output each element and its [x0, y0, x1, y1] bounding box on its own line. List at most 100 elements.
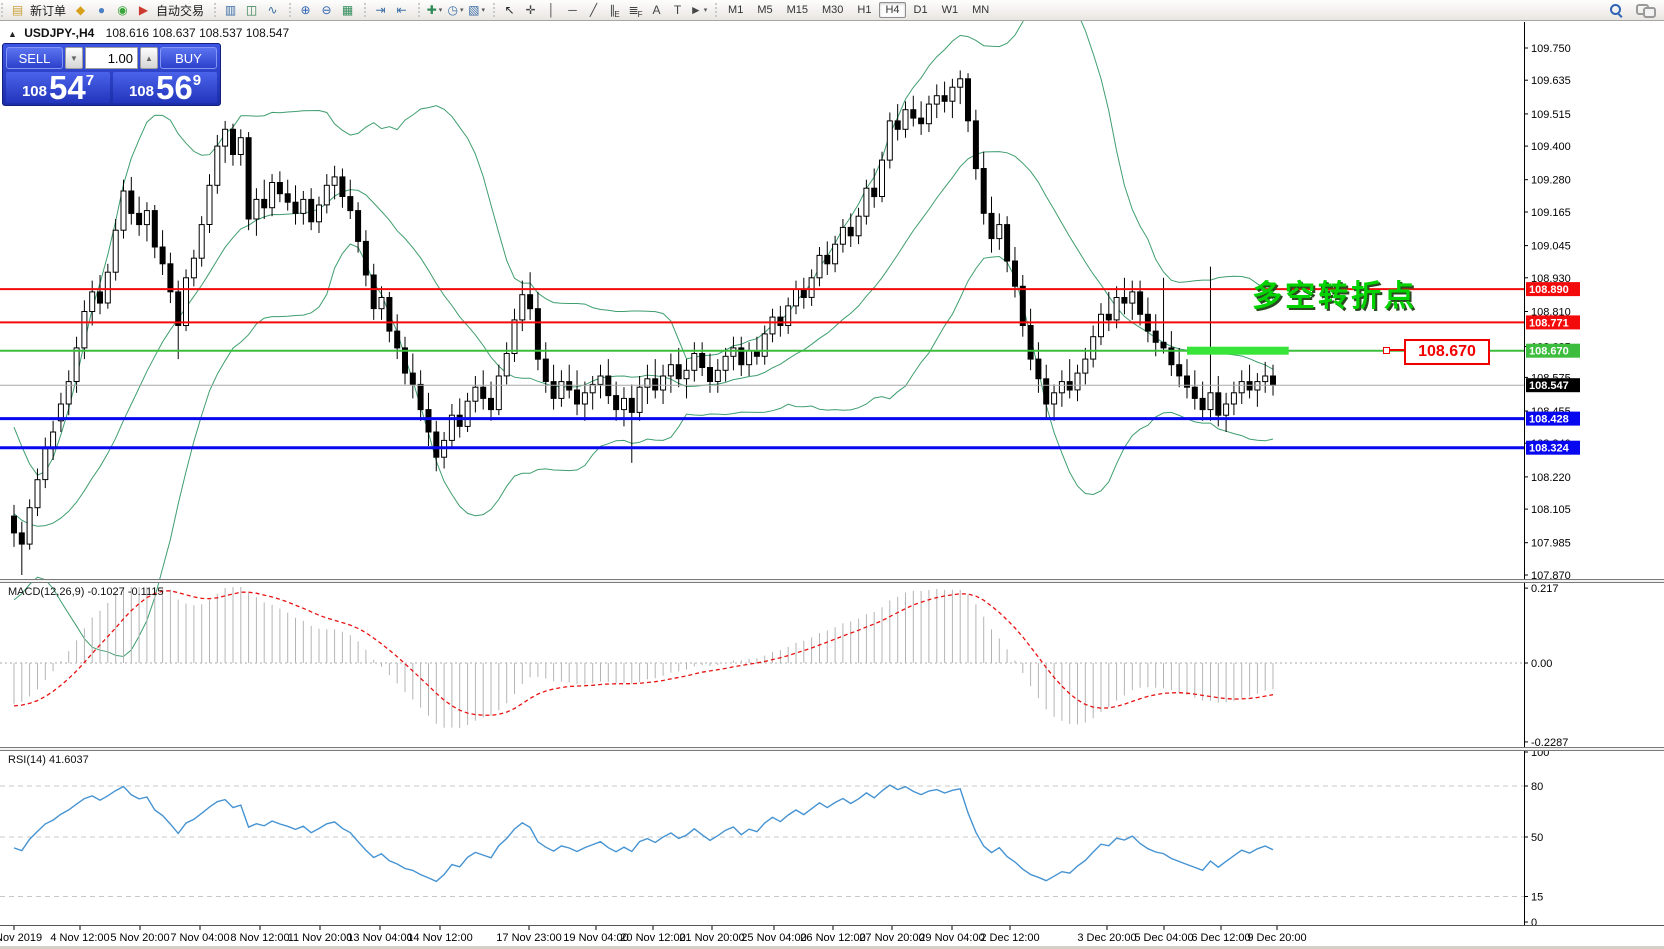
candle: [276, 182, 283, 195]
candle: [1051, 392, 1058, 405]
metaeditor-icon[interactable]: ◆: [75, 3, 86, 17]
price-tick-label: 109.045: [1531, 241, 1571, 253]
candle: [1137, 291, 1144, 315]
candle: [370, 274, 377, 310]
candle: [886, 120, 893, 161]
timeframe-h4[interactable]: H4: [879, 2, 906, 18]
candle: [394, 330, 401, 349]
signals-icon[interactable]: ◉: [117, 3, 128, 17]
tile-windows-icon[interactable]: ▦: [341, 3, 354, 17]
price-tag-label[interactable]: 108.670: [1404, 339, 1490, 365]
arrows-icon[interactable]: ► ▾: [689, 3, 708, 17]
candle: [472, 386, 479, 402]
candle: [1105, 313, 1112, 321]
zoom-in-icon[interactable]: ⊕: [300, 3, 311, 17]
chat-icon[interactable]: [1636, 3, 1656, 18]
highlight-segment[interactable]: [1187, 346, 1289, 355]
time-tick-label: 17 Nov 23:00: [496, 932, 561, 944]
candle: [143, 210, 150, 226]
collapse-marker-icon[interactable]: ▲: [8, 29, 17, 39]
candle: [957, 78, 964, 88]
price-tick-label: 107.985: [1531, 538, 1571, 550]
autotrade-icon[interactable]: ▶: [138, 3, 149, 17]
volume-decrease-button[interactable]: ▼: [65, 47, 83, 69]
candle: [746, 350, 753, 366]
bar-chart-icon[interactable]: ▥: [224, 3, 237, 17]
volume-input[interactable]: [85, 47, 138, 69]
volume-increase-button[interactable]: ▲: [140, 47, 158, 69]
candle: [245, 137, 252, 220]
timeframe-d1[interactable]: D1: [913, 4, 928, 16]
chart-shift-icon[interactable]: ⇤: [396, 3, 407, 17]
timeframe-m5[interactable]: M5: [757, 4, 773, 16]
time-tick-label: 25 Nov 04:00: [741, 932, 806, 944]
buy-button[interactable]: BUY: [160, 47, 217, 69]
auto-scroll-icon[interactable]: ⇥: [375, 3, 386, 17]
candle: [26, 507, 33, 545]
text-icon[interactable]: A: [652, 3, 661, 17]
candlestick-chart-icon[interactable]: ◫: [245, 3, 258, 17]
candle: [933, 95, 940, 105]
candle: [511, 319, 518, 354]
time-tick-label: 8 Nov 12:00: [230, 932, 289, 944]
chinese-annotation-text[interactable]: 多空转折点: [1252, 280, 1417, 313]
timeframe-mn[interactable]: MN: [972, 4, 990, 16]
candle: [566, 381, 573, 391]
timeframe-h1[interactable]: H1: [857, 4, 872, 16]
candle: [1230, 392, 1237, 405]
level-lines[interactable]: [0, 288, 1524, 450]
candle: [965, 78, 971, 122]
search-icon[interactable]: [1609, 3, 1624, 18]
chart-title-bar: ▲ USDJPY-,H4 108.616 108.637 108.537 108…: [8, 26, 289, 40]
candle: [527, 294, 534, 310]
candle: [972, 120, 979, 170]
time-tick-label: 9 Dec 20:00: [1247, 932, 1306, 944]
indicators-icon[interactable]: ✚ ▾: [426, 3, 443, 17]
new-order-button[interactable]: 新订单: [30, 3, 67, 18]
channel-icon[interactable]: ∥ E: [609, 3, 620, 19]
candle: [660, 375, 667, 391]
timeframe-w1[interactable]: W1: [941, 4, 959, 16]
ohlc-values: 108.616 108.637 108.537 108.547: [105, 26, 290, 40]
line-chart-icon[interactable]: ∿: [267, 3, 278, 17]
templates-icon[interactable]: ▧ ▾: [468, 3, 485, 17]
price-tick-label: 109.515: [1531, 109, 1571, 121]
candle: [230, 128, 236, 156]
vertical-line-icon[interactable]: │: [547, 3, 556, 17]
new-order-icon[interactable]: ▤: [11, 3, 24, 17]
candle: [589, 383, 596, 394]
candle: [120, 190, 127, 231]
horizontal-line-icon[interactable]: ─: [568, 3, 577, 17]
fibonacci-icon[interactable]: ≣ F: [628, 3, 643, 19]
buy-price-button[interactable]: 108 56 9: [113, 71, 217, 104]
time-axis: 1 Nov 2019 4 Nov 12:005 Nov 20:007 Nov 04…: [0, 926, 1307, 944]
sell-button[interactable]: SELL: [6, 47, 63, 69]
candle: [175, 291, 182, 326]
candle: [1246, 381, 1253, 391]
price-level-badge: 108.670: [1529, 346, 1569, 358]
crosshair-icon[interactable]: ✛: [525, 3, 536, 17]
timeframe-m15[interactable]: M15: [786, 4, 808, 16]
community-icon[interactable]: ●: [97, 3, 106, 17]
toolbar-right-icons: [1609, 3, 1664, 18]
candle: [1098, 313, 1104, 338]
text-label-icon[interactable]: T: [673, 3, 682, 17]
candle: [1191, 386, 1198, 399]
trendline-icon[interactable]: ╱: [589, 3, 598, 17]
periods-icon[interactable]: ◷ ▾: [447, 3, 464, 17]
timeframe-m30[interactable]: M30: [822, 4, 844, 16]
timeframe-m1[interactable]: M1: [728, 4, 744, 16]
cursor-icon[interactable]: ↖: [504, 3, 515, 17]
macd-signal-line: [13, 590, 1274, 716]
candle: [1113, 297, 1120, 321]
candle: [433, 431, 440, 458]
zoom-out-icon[interactable]: ⊖: [321, 3, 332, 17]
candle: [613, 395, 620, 411]
candle: [1004, 224, 1011, 262]
candle: [206, 184, 213, 226]
autotrade-button[interactable]: 自动交易: [156, 3, 205, 18]
candle: [941, 95, 948, 102]
sell-price-button[interactable]: 108 54 7: [6, 71, 110, 104]
candle: [816, 254, 823, 279]
